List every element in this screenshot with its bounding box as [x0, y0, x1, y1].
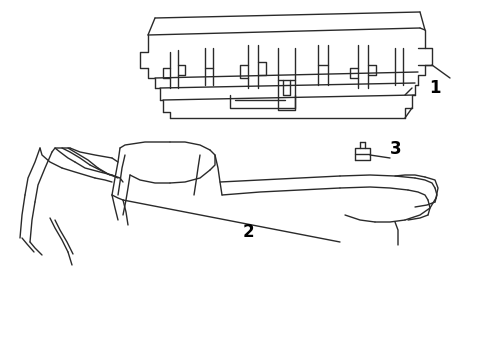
Text: 1: 1	[429, 79, 440, 97]
Text: 2: 2	[243, 223, 254, 241]
Text: 3: 3	[390, 140, 401, 158]
